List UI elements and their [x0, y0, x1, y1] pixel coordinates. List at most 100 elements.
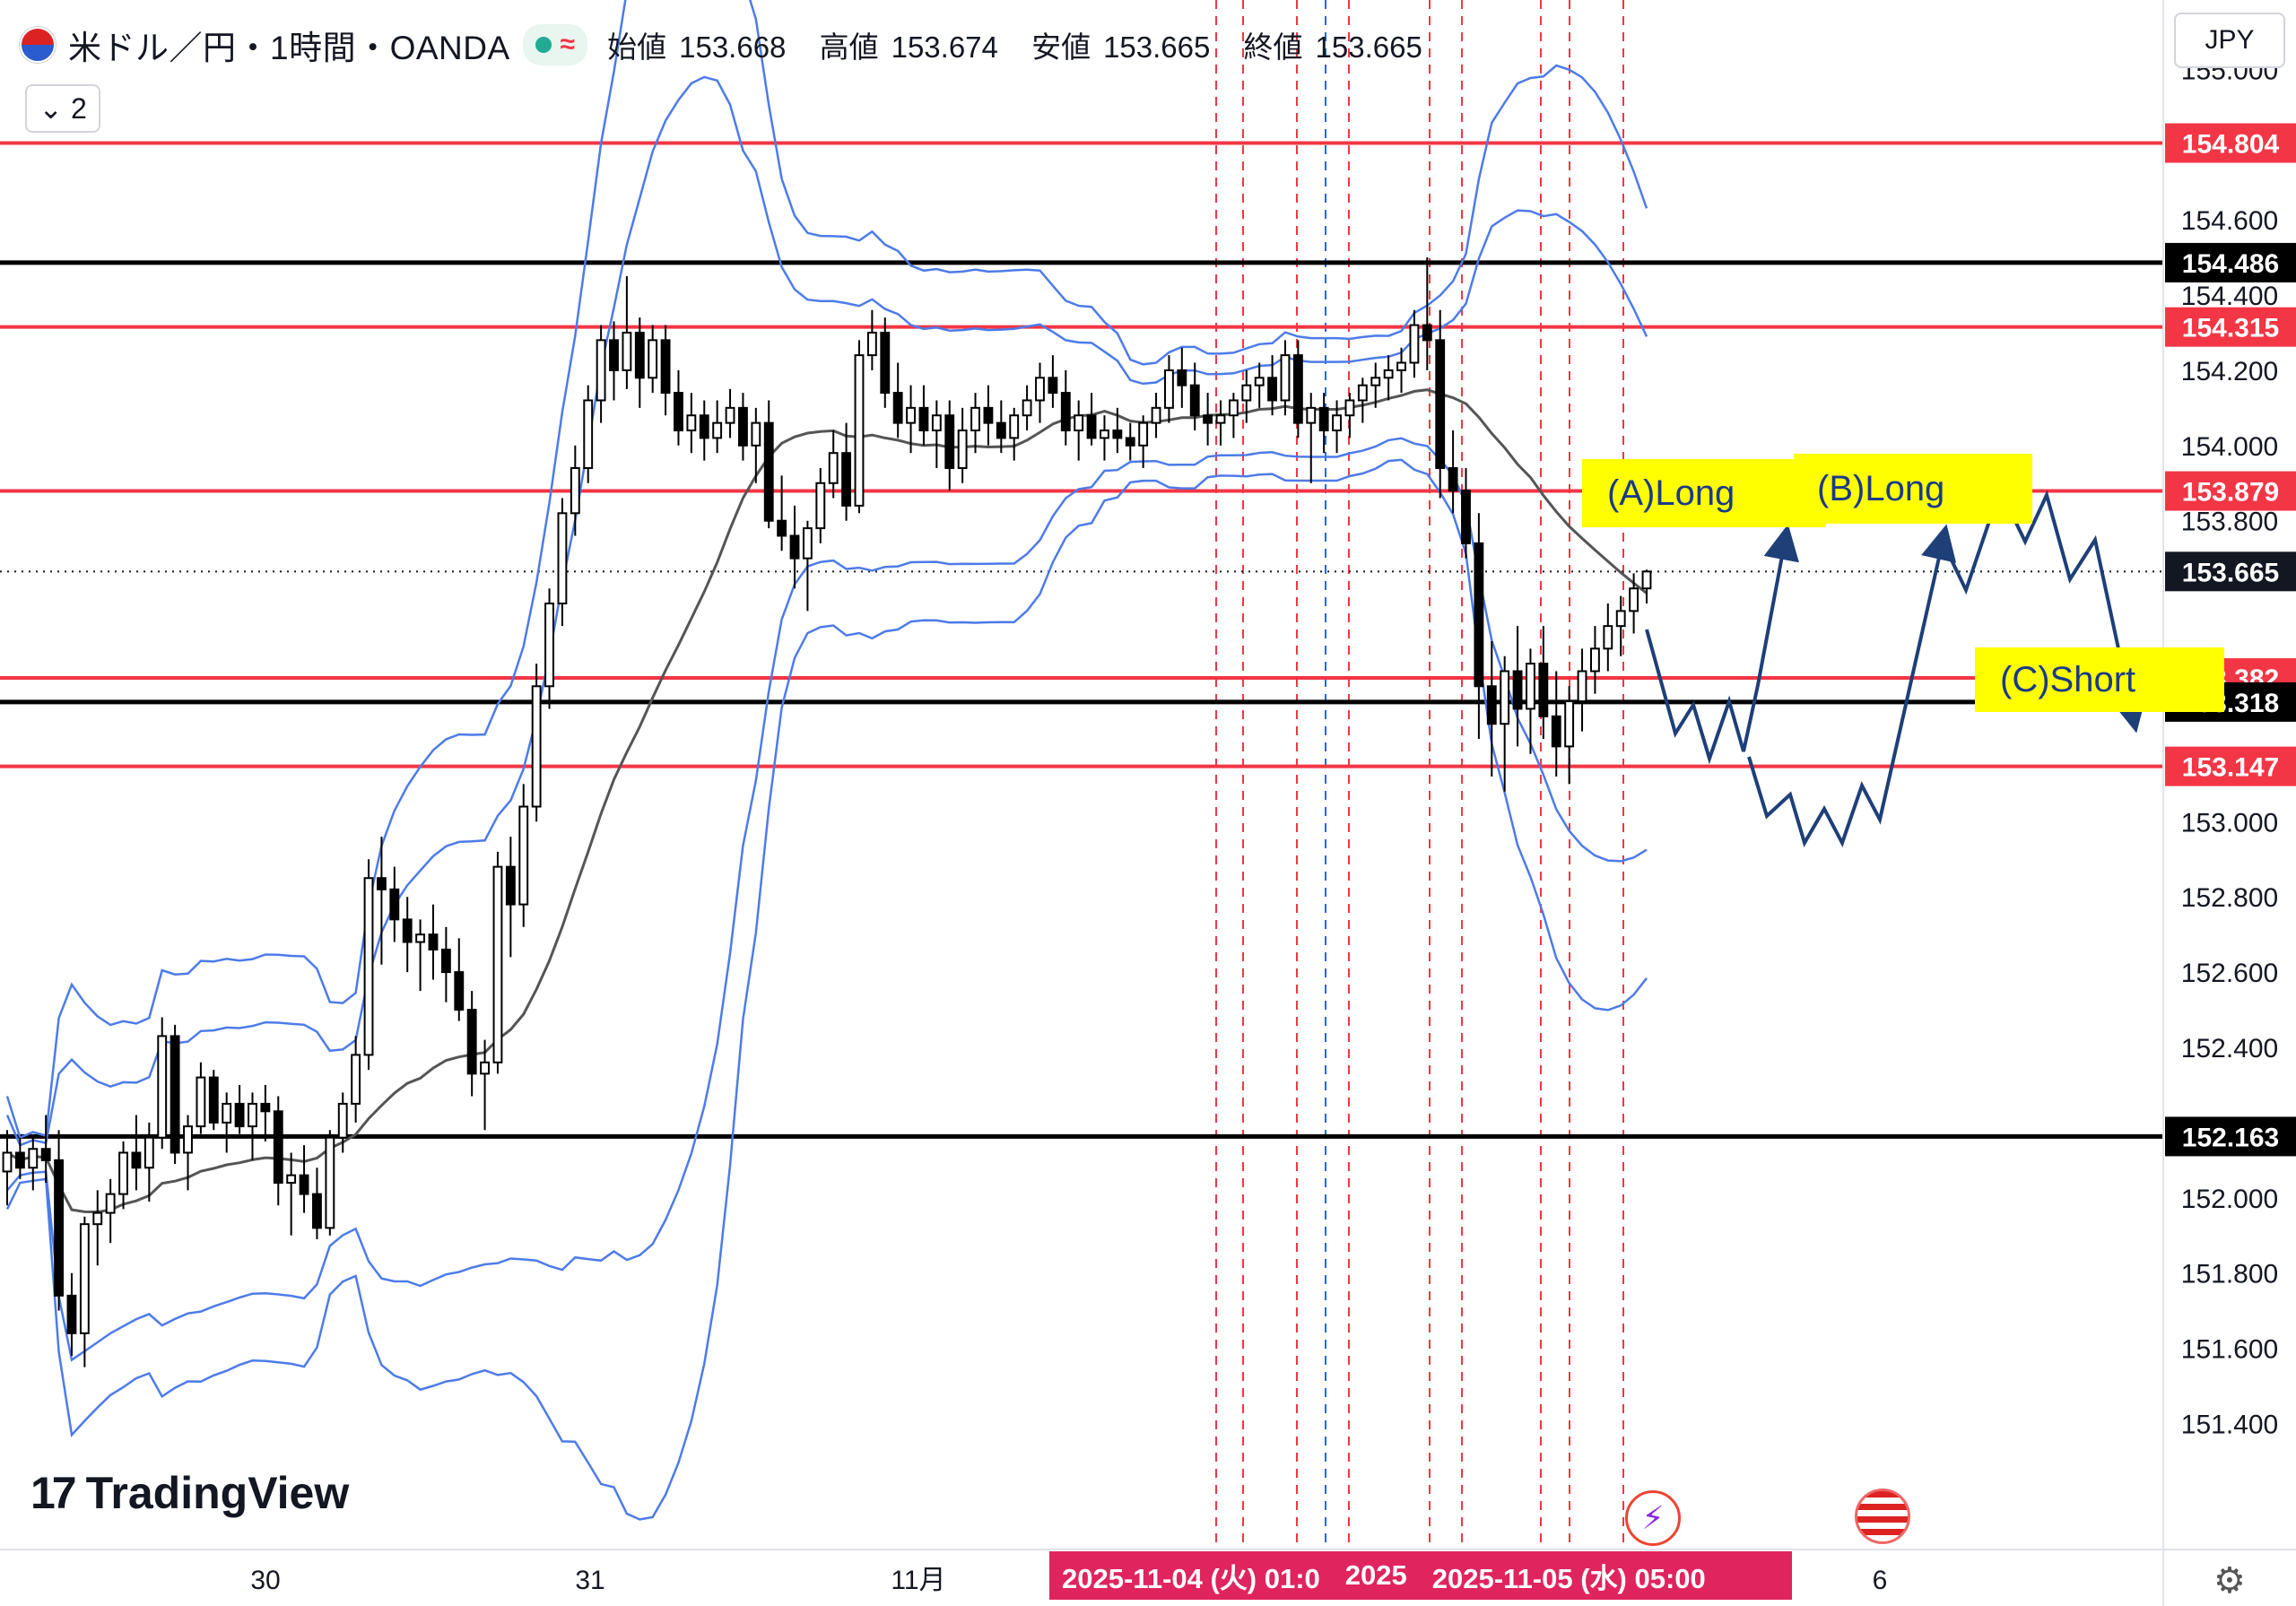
currency-badge[interactable]: JPY	[2174, 13, 2285, 68]
candle-body	[1177, 369, 1187, 386]
candle-body	[1164, 369, 1174, 409]
candle-body	[105, 1193, 116, 1214]
candle-body	[1551, 715, 1561, 748]
watermark-text: TradingView	[85, 1468, 350, 1518]
usdjpy-flag-icon	[20, 27, 56, 63]
candle-body	[1474, 542, 1484, 688]
annotation-b-text: (B)Long	[1817, 468, 1945, 508]
symbol-title[interactable]: 米ドル／円・1時間・OANDA	[68, 30, 510, 66]
candle-body	[957, 430, 968, 469]
candle-body	[815, 482, 826, 530]
candle-body	[648, 339, 658, 379]
candle-body	[738, 406, 748, 447]
time-tick-label: 31	[575, 1566, 604, 1595]
candle-body	[1357, 384, 1368, 402]
candle-body	[880, 331, 891, 395]
candle-body	[660, 339, 671, 395]
price-tick-label: 154.200	[2181, 357, 2278, 386]
candle-body	[686, 414, 697, 432]
time-axis[interactable]: 30 31 11月 6	[0, 1549, 2296, 1595]
wave-icon: ≈	[560, 30, 576, 59]
candle-body	[1538, 663, 1549, 717]
candle-body	[196, 1076, 206, 1128]
candle-body	[725, 406, 735, 424]
us-event-flag-icon[interactable]	[1855, 1489, 1910, 1544]
bollinger-bands	[5, 0, 1648, 1521]
close-label: 終値	[1243, 30, 1303, 64]
ohlc-readout: 始値 153.668 高値 153.674 安値 153.665 終値 153.665	[607, 23, 1448, 66]
level-price-label: 153.147	[2182, 753, 2279, 783]
candle-body	[131, 1151, 142, 1169]
candle-body	[1112, 430, 1123, 439]
candle-body	[983, 406, 994, 424]
candle-body	[970, 406, 980, 432]
candle-body	[789, 534, 800, 560]
candle-body	[906, 406, 916, 424]
candlestick-series	[2, 257, 1652, 1367]
candle-body	[1641, 570, 1652, 590]
chart-settings-gear-icon[interactable]: ⚙	[2213, 1561, 2246, 1601]
price-tick-label: 153.000	[2181, 808, 2278, 838]
candle-body	[609, 339, 619, 371]
candle-body	[2, 1151, 13, 1173]
market-status-pill[interactable]: ≈	[522, 24, 588, 65]
candle-body	[518, 805, 529, 906]
indicator-collapse-button[interactable]: ⌄ 2	[25, 84, 100, 133]
candle-body	[1344, 399, 1355, 417]
price-tick-label: 152.800	[2181, 883, 2278, 913]
date-strip-left: 2025-11-04 (火) 01:0	[1062, 1562, 1320, 1594]
candle-body	[1396, 361, 1406, 371]
candle-body	[1629, 587, 1639, 612]
time-tick-label: 6	[1873, 1566, 1888, 1595]
candle-body	[1125, 437, 1135, 447]
candle-body	[544, 602, 554, 688]
candle-body	[931, 414, 942, 432]
candle-body	[144, 1136, 154, 1169]
candle-body	[325, 1136, 335, 1229]
candle-body	[674, 392, 683, 432]
time-tick-label: 30	[250, 1566, 280, 1595]
band-up2	[5, 75, 1648, 1147]
level-price-label: 152.163	[2182, 1123, 2279, 1152]
tradingview-watermark[interactable]: 17 TradingView	[30, 1467, 349, 1519]
time-tick-label: 11月	[891, 1566, 945, 1595]
candle-body	[40, 1148, 51, 1161]
crosshair-date-range: 2025-11-04 (火) 01:0 2025 2025-11-05 (水) …	[1049, 1551, 1792, 1600]
candle-body	[1512, 670, 1523, 710]
date-strip-right: 2025-11-05 (水) 05:00	[1431, 1562, 1706, 1594]
price-axis[interactable]: 155.000154.600154.400154.200154.000153.8…	[2162, 0, 2296, 1606]
candle-body	[273, 1110, 283, 1185]
candle-body	[248, 1102, 257, 1128]
level-price-label: 153.879	[2182, 478, 2279, 508]
level-price-label: 154.486	[2182, 249, 2279, 279]
annotation-c-text: (C)Short	[2000, 659, 2136, 699]
candle-body	[1422, 324, 1432, 342]
candle-body	[1589, 647, 1600, 673]
candle-body	[1564, 700, 1575, 748]
candle-body	[1306, 406, 1317, 424]
price-tick-label: 152.600	[2181, 959, 2278, 988]
candle-body	[866, 331, 877, 357]
high-label: 高値	[819, 30, 879, 64]
candle-body	[1332, 414, 1342, 432]
candle-body	[1009, 414, 1020, 439]
price-tick-label: 151.600	[2181, 1335, 2278, 1365]
candle-body	[337, 1102, 348, 1139]
level-price-tag	[2165, 123, 2296, 163]
candle-body	[54, 1159, 65, 1297]
candle-body	[351, 1054, 361, 1105]
annotation-b-long: (B)Long	[1794, 454, 2032, 524]
candle-body	[854, 354, 865, 507]
level-price-tag	[2165, 1116, 2296, 1157]
price-tick-label: 154.000	[2181, 432, 2278, 462]
candle-body	[1189, 384, 1200, 417]
candle-body	[841, 452, 852, 507]
economic-event-flash-icon[interactable]: ⚡	[1625, 1490, 1681, 1546]
candle-body	[1461, 490, 1471, 544]
candle-body	[1500, 670, 1510, 725]
horizontal-levels	[0, 141, 2163, 1139]
current-price-tag	[2165, 551, 2296, 592]
market-open-dot-icon	[535, 37, 552, 53]
candle-body	[1241, 384, 1252, 402]
